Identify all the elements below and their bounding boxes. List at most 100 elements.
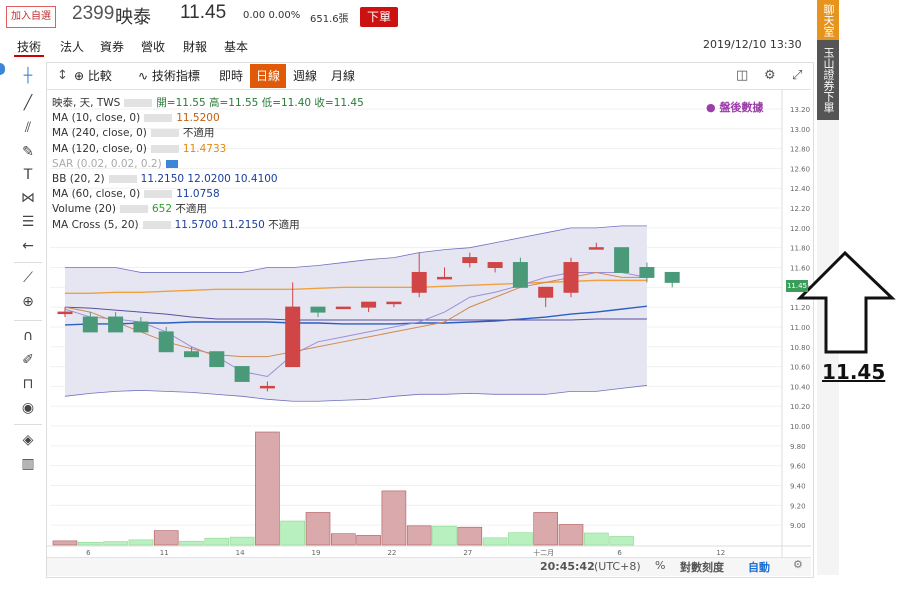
weekly-button[interactable]: 週線	[293, 69, 318, 83]
indicators-icon: ∿	[138, 69, 149, 83]
legend-sar-row: SAR (0.02, 0.02, 0.2)	[52, 157, 364, 172]
x-tick-label: 6	[86, 549, 91, 557]
tab-financials[interactable]: 財報	[183, 40, 208, 54]
line-tool-icon[interactable]: ╱	[23, 95, 33, 111]
measure-icon[interactable]: ☰	[21, 214, 35, 230]
auto-scale-button[interactable]: 自動	[748, 561, 770, 574]
candle-body	[285, 306, 301, 368]
brush-icon[interactable]: ✎	[22, 144, 34, 160]
eye-toggle-icon[interactable]	[165, 159, 178, 168]
legend-ma10-value: 11.5200	[176, 112, 220, 125]
symbol-icon[interactable]: ↕	[57, 68, 68, 83]
legend-cross-v1: 11.5700	[174, 218, 219, 231]
compare-button[interactable]: ⊕ 比較	[74, 68, 112, 84]
legend-ma60-value: 11.0758	[176, 188, 220, 201]
candle-body	[184, 351, 199, 358]
candle-body	[158, 331, 174, 353]
stock-change: 0.00 0.00%	[243, 10, 301, 21]
tab-institutional[interactable]: 法人	[60, 40, 85, 54]
legend-controls[interactable]	[124, 99, 153, 107]
percent-button[interactable]: %	[655, 559, 666, 572]
stock-price: 11.45	[180, 2, 227, 23]
volume-bar	[583, 532, 609, 546]
monthly-button[interactable]: 月線	[331, 69, 356, 83]
tab-basic[interactable]: 基本	[224, 40, 249, 54]
layers-icon[interactable]: ◈	[22, 432, 34, 448]
legend-cross-row: MA Cross (5, 20) 11.5700 11.2150 不適用	[52, 218, 364, 233]
legend-controls[interactable]	[108, 174, 137, 183]
order-button[interactable]: 下單	[360, 7, 398, 27]
tab-margin[interactable]: 資券	[100, 40, 125, 54]
y-tick-label: 9.80	[790, 443, 806, 451]
collapse-handle[interactable]	[0, 63, 5, 75]
legend-cross-v2: 11.2150	[221, 218, 265, 231]
volume-bar	[432, 525, 457, 546]
zoom-in-icon[interactable]: ⊕	[22, 294, 34, 310]
chart-legend: 映泰, 天, TWS 開=11.55 高=11.55 低=11.40 收=11.4…	[52, 96, 364, 233]
legend-ma10-row: MA (10, close, 0) 11.5200	[52, 111, 364, 126]
legend-controls[interactable]	[150, 144, 179, 153]
annotation-price-label: 11.45	[822, 360, 886, 384]
ma20-line	[64, 306, 647, 321]
legend-ma240-row: MA (240, close, 0) 不適用	[52, 126, 364, 141]
trash-icon[interactable]: ▥	[21, 456, 35, 472]
camera-icon[interactable]: ◫	[736, 68, 749, 83]
back-arrow-icon[interactable]: ←	[22, 238, 34, 254]
legend-title: 映泰, 天, TWS	[52, 97, 121, 109]
tab-technical[interactable]: 技術	[17, 40, 42, 54]
broker-order-button[interactable]: 玉山證券下單	[817, 40, 839, 120]
ruler-icon[interactable]: ⟋	[23, 270, 33, 286]
legend-ma60-row: MA (60, close, 0) 11.0758	[52, 187, 364, 202]
eye-icon[interactable]: ◉	[21, 400, 35, 416]
toolbar-divider	[14, 424, 42, 425]
candle-body	[487, 262, 503, 268]
candle-body	[234, 366, 250, 382]
chart-toolbar	[47, 63, 811, 90]
candle-body	[259, 385, 275, 389]
y-tick-label: 11.00	[790, 324, 810, 332]
crosshair-icon[interactable]: ┼	[23, 68, 33, 84]
legend-ohlc: 開=11.55 高=11.55 低=11.40 收=11.45	[156, 97, 364, 109]
legend-cross-label: MA Cross (5, 20)	[52, 218, 139, 231]
timezone[interactable]: (UTC+8)	[594, 560, 641, 573]
intraday-button[interactable]: 即時	[219, 69, 244, 83]
pattern-icon[interactable]: ⋈	[21, 190, 35, 206]
text-tool-icon[interactable]: T	[23, 167, 33, 183]
stock-code: 2399	[72, 3, 115, 24]
legend-volume-row: Volume (20) 652 不適用	[52, 202, 364, 217]
volume-bar	[609, 536, 634, 546]
y-tick-label: 12.00	[790, 225, 810, 233]
y-tick-label: 12.60	[790, 165, 810, 173]
settings-icon[interactable]: ⚙	[764, 68, 776, 83]
fib-tool-icon[interactable]: ⫽	[24, 120, 32, 136]
y-tick-label: 12.40	[790, 185, 810, 193]
daily-button[interactable]: 日線	[250, 64, 286, 88]
fullscreen-icon[interactable]: ⤢	[792, 68, 803, 83]
magnet-icon[interactable]: ∩	[22, 328, 34, 344]
legend-bb-v2: 12.0200	[187, 172, 231, 185]
legend-controls[interactable]	[142, 220, 171, 229]
indicators-label: 技術指標	[151, 69, 200, 83]
legend-ma240-label: MA (240, close, 0)	[52, 127, 147, 140]
pencil-lock-icon[interactable]: ✐	[22, 352, 34, 368]
candle-body	[538, 286, 554, 298]
scale-settings-icon[interactable]: ⚙	[793, 558, 803, 571]
legend-controls[interactable]	[144, 190, 173, 199]
legend-controls[interactable]	[150, 129, 179, 138]
candle-body	[639, 267, 655, 278]
tab-revenue[interactable]: 營收	[141, 40, 166, 54]
log-scale-button[interactable]: 對數刻度	[680, 561, 724, 574]
lock-icon[interactable]: ⊓	[22, 376, 34, 392]
add-watchlist-button[interactable]: 加入自選	[6, 6, 56, 28]
indicators-button[interactable]: ∿ 技術指標	[138, 68, 200, 84]
y-tick-label: 12.80	[790, 146, 810, 154]
legend-controls[interactable]	[144, 114, 173, 123]
chatroom-button[interactable]: 聊天室	[817, 0, 839, 40]
volume-bar	[103, 541, 128, 546]
legend-volume-label: Volume (20)	[52, 203, 116, 216]
volume-bar	[508, 532, 533, 546]
legend-controls[interactable]	[119, 205, 148, 214]
compare-label: 比較	[87, 69, 112, 83]
legend-ma240-value: 不適用	[182, 127, 215, 140]
